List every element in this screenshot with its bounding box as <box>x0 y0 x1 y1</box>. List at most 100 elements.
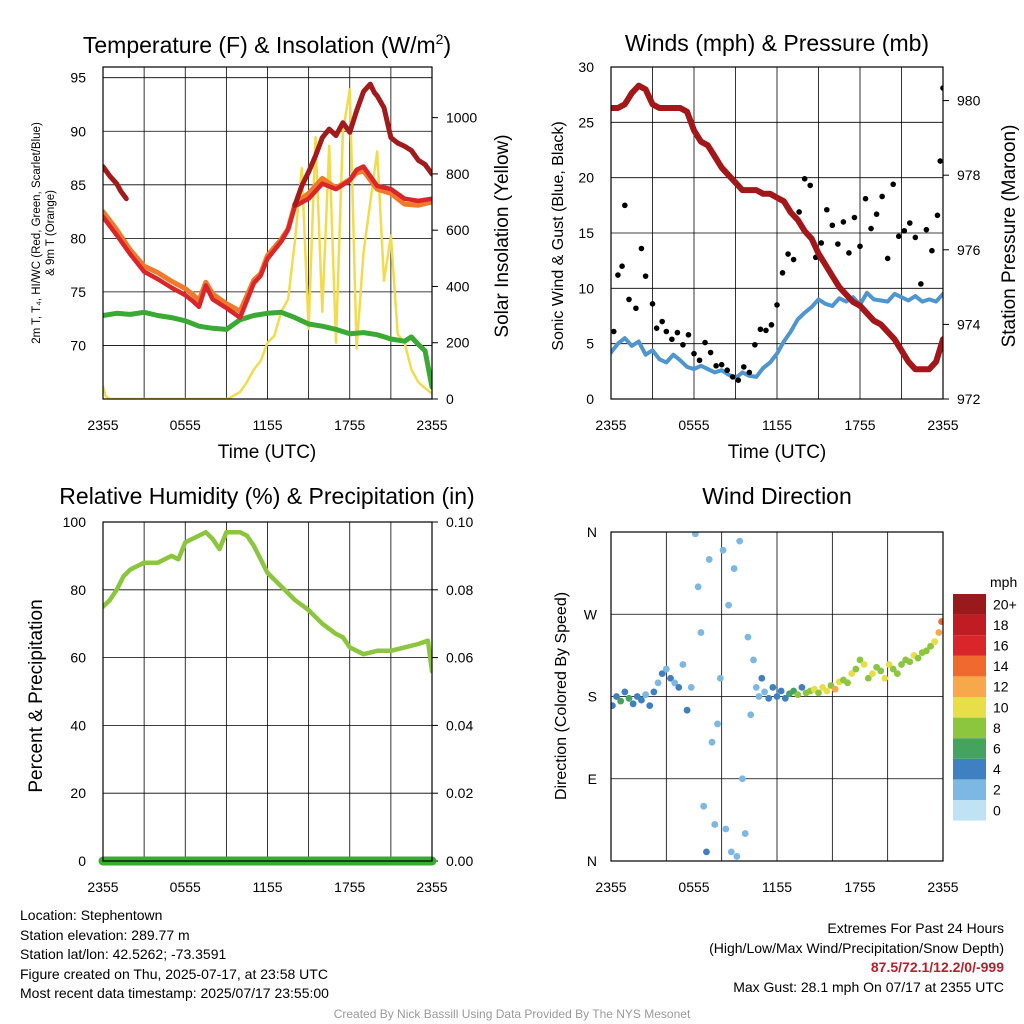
wind-direction-point <box>885 661 893 668</box>
legend-title: mph <box>990 574 1017 590</box>
chart-title-main: Temperature (F) & Insolation (W/m <box>83 32 436 58</box>
wind-direction-point <box>744 633 752 641</box>
wind-direction-point <box>716 674 724 682</box>
legend-label: 18 <box>993 617 1009 633</box>
wind-direction-point <box>711 821 719 828</box>
wind-direction-point <box>864 674 872 682</box>
legend-swatch <box>953 676 986 697</box>
pressure-line <box>611 82 943 373</box>
y-axis-label-right: Station Pressure (Maroon) <box>999 125 1020 348</box>
gust-point <box>633 305 639 312</box>
gust-point <box>901 227 908 234</box>
plot-frame <box>610 66 944 400</box>
gust-point <box>895 233 902 240</box>
gust-point <box>824 206 830 213</box>
gust-point <box>649 301 656 307</box>
gust-point <box>774 302 780 308</box>
wind-direction-point <box>621 688 629 696</box>
gust-point <box>862 195 869 202</box>
y-tick-label-right: 0.00 <box>446 853 473 869</box>
gust-point <box>818 240 825 246</box>
gust-point <box>940 85 943 91</box>
x-tick-label: 1155 <box>252 417 282 433</box>
gust-point <box>890 181 896 188</box>
wind-direction-point <box>823 687 831 695</box>
gust-point <box>768 322 775 328</box>
recent-data-timestamp: Most recent data timestamp: 2025/07/17 2… <box>20 985 329 1001</box>
wind-direction-point <box>758 674 766 682</box>
wind-direction-point <box>736 537 744 545</box>
x-tick-label: 0555 <box>678 879 709 895</box>
x-tick-label: 1755 <box>844 879 875 895</box>
wind-direction-point <box>747 711 755 719</box>
wind-direction-point <box>798 683 806 691</box>
wind-line <box>611 290 943 380</box>
y-tick-label-right: 974 <box>957 316 981 332</box>
wind-direction-point <box>675 683 683 691</box>
wind-direction-point <box>769 683 777 691</box>
y-tick-label-right: 400 <box>446 278 470 294</box>
y-tick-label: W <box>584 606 598 622</box>
extremes-title: Extremes For Past 24 Hours <box>827 920 1004 936</box>
wind-direction-point <box>844 679 851 687</box>
y-tick-label: 70 <box>70 337 86 353</box>
gust-point <box>937 158 943 164</box>
gust-point <box>923 226 930 233</box>
gust-point <box>663 328 670 335</box>
legend-label: 16 <box>993 638 1009 654</box>
plot-frame <box>102 521 433 862</box>
gust-point <box>907 220 913 226</box>
gust-point <box>680 341 686 348</box>
legend-label: 0 <box>993 802 1001 818</box>
gust-point <box>929 247 935 254</box>
y-tick-label: 20 <box>578 170 594 186</box>
legend-swatch <box>953 738 986 759</box>
wind-direction-point <box>765 694 773 702</box>
series-group <box>611 82 943 383</box>
y-tick-label-right: 600 <box>446 222 470 238</box>
wind-direction-point <box>906 658 914 666</box>
x-tick-label: 0555 <box>170 417 201 433</box>
wind-direction-point <box>700 802 708 810</box>
chart-title: Relative Humidity (%) & Precipitation (i… <box>59 483 474 509</box>
gust-point <box>851 214 858 221</box>
y-tick-label: 80 <box>70 230 86 246</box>
wind-direction-point <box>794 691 802 699</box>
legend-label: 20+ <box>993 596 1017 612</box>
wind-direction-point <box>739 775 746 783</box>
station-elevation: Station elevation: 289.77 m <box>20 926 190 943</box>
wind-direction-point <box>617 697 625 705</box>
rh-line <box>103 529 432 674</box>
wind-direction-point <box>881 674 889 682</box>
wind-direction-point <box>773 693 781 700</box>
y-axis-label-left-line1: 2m T, T₄, HI/WC (Red, Green, Scarlet/Blu… <box>31 122 43 344</box>
gust-point <box>659 318 665 325</box>
wind-direction-point <box>725 601 732 609</box>
extremes-summary: Extremes For Past 24 Hours (High/Low/Max… <box>709 919 1004 997</box>
y-tick-label: 30 <box>578 59 594 75</box>
legend-swatch <box>953 717 986 739</box>
y-tick-label-right: 1000 <box>446 110 477 126</box>
wind-direction-point <box>815 689 822 697</box>
wind-direction-point <box>714 720 721 728</box>
gust-point <box>702 339 708 346</box>
wind-direction-point <box>761 688 768 696</box>
y-tick-label-right: 0.10 <box>446 514 473 530</box>
gust-point <box>857 243 863 250</box>
legend-label: 4 <box>993 761 1001 777</box>
x-tick-label: 2355 <box>416 417 447 433</box>
wind-direction-point <box>671 679 679 687</box>
gust-point <box>846 250 852 256</box>
y-tick-label-right: 0.08 <box>446 582 473 598</box>
x-tick-label: 2355 <box>595 879 626 895</box>
legend-swatch <box>953 655 986 677</box>
wind-direction-point <box>694 583 702 591</box>
gust-point <box>757 326 764 333</box>
y-tick-label: 100 <box>63 514 87 530</box>
chart-title: Temperature (F) & Insolation (W/m2) <box>83 31 451 58</box>
gust-point <box>829 222 836 229</box>
wind-direction-point <box>679 661 687 668</box>
extremes-subtitle: (High/Low/Max Wind/Precipitation/Snow De… <box>709 939 1004 956</box>
x-tick-label: 2355 <box>927 417 958 433</box>
